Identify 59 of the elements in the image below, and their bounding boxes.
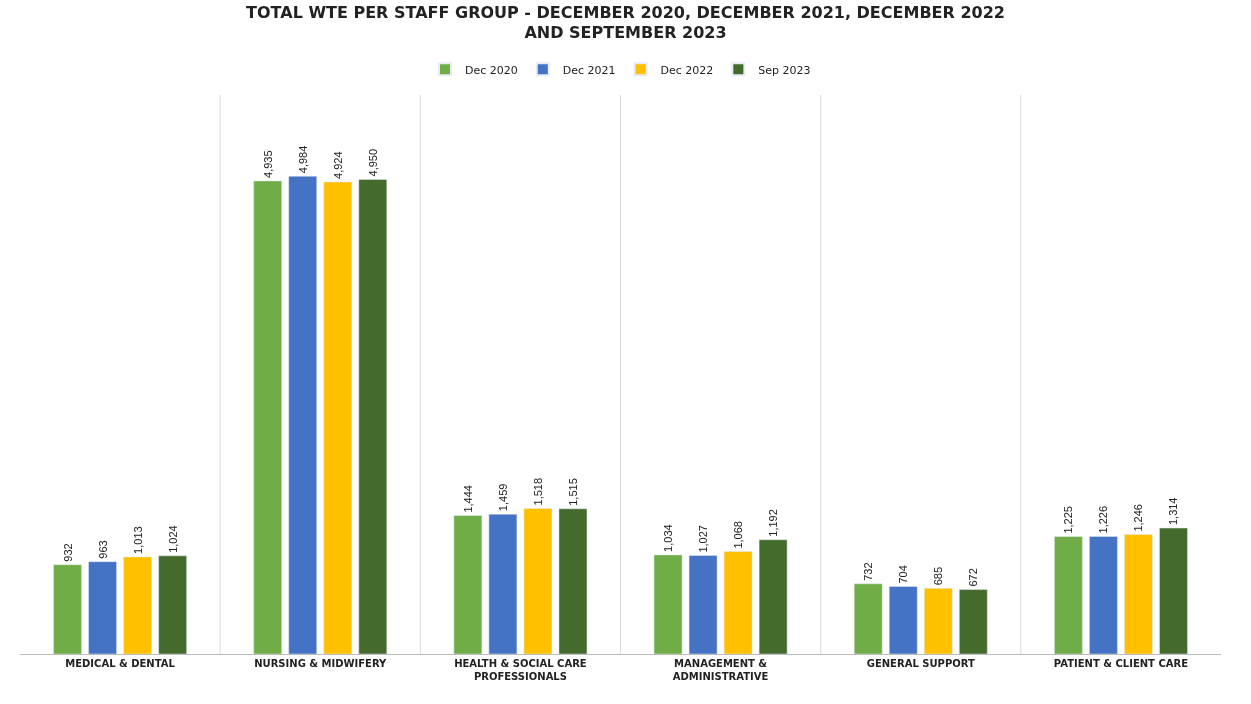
bar — [758, 539, 788, 654]
bar — [1089, 536, 1118, 654]
x-tick-label: MEDICAL & DENTAL — [65, 658, 176, 669]
data-label: 1,515 — [566, 478, 579, 506]
data-label: 932 — [61, 543, 74, 562]
data-label: 4,924 — [331, 151, 344, 179]
x-tick-label: MANAGEMENT & ADMINISTRATIVE — [672, 658, 769, 682]
data-label: 1,024 — [166, 525, 179, 553]
data-label: 704 — [897, 565, 910, 584]
data-label: 1,314 — [1167, 497, 1180, 526]
bar — [853, 583, 883, 654]
data-label: 1,226 — [1097, 505, 1110, 534]
data-label: 685 — [932, 566, 945, 586]
bar — [523, 508, 553, 654]
x-tick-label: GENERAL SUPPORT — [866, 658, 975, 669]
bar — [1159, 527, 1188, 654]
data-label: 1,444 — [461, 485, 474, 513]
data-label: 4,935 — [261, 150, 274, 178]
bar — [453, 515, 483, 654]
data-label: 1,518 — [531, 477, 544, 506]
bar — [123, 556, 152, 654]
x-tick-label: NURSING & MIDWIFERY — [254, 658, 388, 669]
chart-title: TOTAL WTE PER STAFF GROUP - DECEMBER 2020, DECEMBER 2021, DECEMBER 2022 AND SEPTEMBER 2023 — [246, 2, 1005, 43]
bar — [488, 513, 518, 654]
legend-label: Sep 2023 — [758, 63, 811, 77]
bar — [924, 588, 953, 654]
legend-label: Dec 2020 — [465, 63, 518, 77]
legend-label: Dec 2022 — [660, 63, 714, 77]
bar — [1054, 536, 1083, 654]
bar — [158, 555, 187, 654]
bar — [558, 508, 588, 654]
data-label: 4,984 — [296, 145, 309, 174]
data-label: 1,034 — [662, 524, 675, 552]
bar — [959, 589, 988, 654]
data-label: 1,225 — [1062, 506, 1075, 534]
data-label: 1,013 — [131, 526, 144, 554]
data-label: 1,459 — [496, 483, 509, 512]
data-label: 4,950 — [366, 148, 379, 177]
data-label: 732 — [862, 562, 875, 581]
bar — [688, 555, 718, 654]
bar — [323, 181, 353, 654]
bar — [358, 179, 388, 654]
bar — [53, 564, 82, 654]
data-label: 1,246 — [1132, 504, 1145, 532]
data-label: 1,192 — [767, 509, 780, 537]
bar — [723, 551, 753, 654]
data-label: 1,068 — [732, 521, 745, 549]
bar — [288, 175, 317, 654]
bar — [1124, 534, 1153, 654]
data-label: 963 — [96, 540, 109, 559]
bar — [253, 180, 282, 654]
bar — [888, 586, 918, 654]
data-label: 1,027 — [697, 525, 710, 553]
legend-label: Dec 2021 — [562, 63, 616, 77]
x-tick-label: HEALTH & SOCIAL CARE PROFESSIONALS — [454, 658, 587, 682]
x-tick-label: PATIENT & CLIENT CARE — [1053, 658, 1189, 669]
bar — [653, 554, 683, 654]
data-label: 672 — [967, 568, 980, 587]
bar — [88, 561, 117, 654]
